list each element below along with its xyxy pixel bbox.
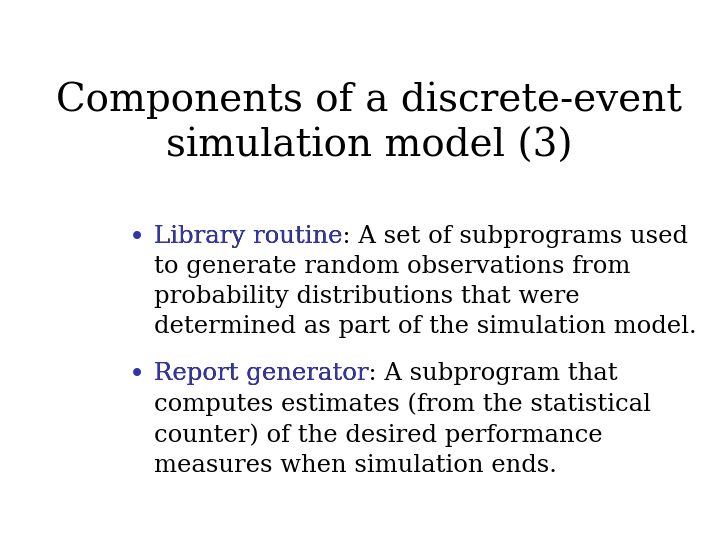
- Text: Library routine: Library routine: [154, 225, 343, 248]
- Text: Library routine: A set of subprograms used
to generate random observations from
: Library routine: A set of subprograms us…: [154, 225, 697, 339]
- Text: Report generator: Report generator: [154, 362, 369, 385]
- Text: Report generator: A subprogram that
computes estimates (from the statistical
cou: Report generator: A subprogram that comp…: [154, 362, 651, 477]
- Text: •: •: [129, 362, 145, 389]
- Text: •: •: [129, 225, 145, 252]
- Text: Components of a discrete-event
simulation model (3): Components of a discrete-event simulatio…: [56, 82, 682, 165]
